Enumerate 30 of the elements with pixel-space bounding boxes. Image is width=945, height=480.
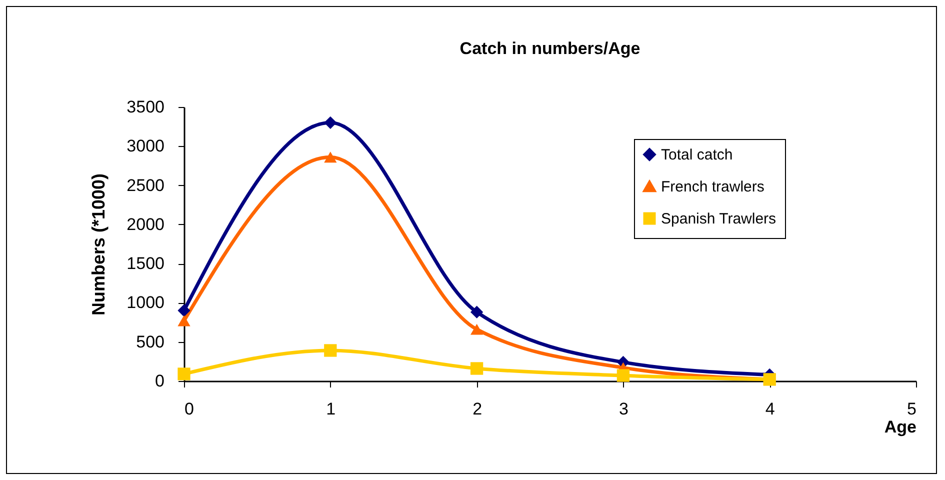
point bbox=[470, 362, 484, 375]
legend-label: Spanish Trawlers bbox=[661, 210, 776, 228]
legend-label: French trawlers bbox=[661, 178, 764, 196]
y-tick-label: 3000 bbox=[126, 136, 164, 156]
x-tick-label: 0 bbox=[184, 400, 194, 418]
y-tick-label: 500 bbox=[136, 332, 164, 352]
y-tick-label: 0 bbox=[155, 372, 164, 390]
chart-title: Catch in numbers/Age bbox=[460, 39, 640, 58]
y-tick-label: 2500 bbox=[126, 176, 164, 195]
point bbox=[470, 324, 484, 335]
x-axis-title: Age bbox=[884, 418, 916, 436]
point bbox=[324, 344, 337, 357]
x-tick-label: 1 bbox=[326, 400, 336, 418]
y-tick-label: 3500 bbox=[126, 98, 164, 116]
y-tick-label: 1500 bbox=[126, 254, 164, 274]
point bbox=[178, 315, 190, 326]
point bbox=[616, 369, 630, 382]
x-tick-label: 4 bbox=[765, 400, 775, 418]
x-tick-label: 3 bbox=[618, 400, 628, 418]
point bbox=[178, 304, 190, 317]
y-axis-title: Numbers (*1000) bbox=[88, 173, 109, 316]
point bbox=[324, 116, 337, 129]
y-tick-label: 2000 bbox=[126, 214, 164, 234]
x-tick-label: 5 bbox=[907, 400, 916, 418]
y-tick-label: 1000 bbox=[126, 293, 164, 312]
point bbox=[178, 368, 190, 380]
point bbox=[324, 152, 337, 163]
x-tick-label: 2 bbox=[472, 400, 482, 418]
legend-label: Total catch bbox=[661, 146, 733, 164]
point bbox=[470, 306, 484, 318]
